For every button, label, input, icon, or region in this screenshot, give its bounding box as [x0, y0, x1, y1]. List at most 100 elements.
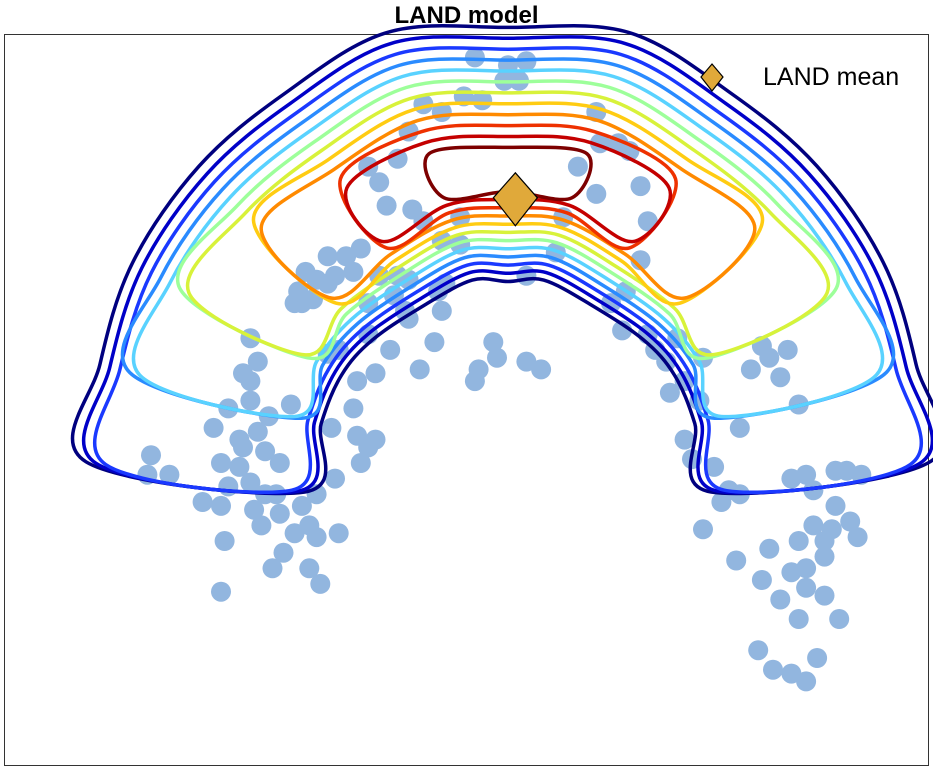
data-point-163: [814, 585, 835, 606]
data-point-131: [803, 480, 824, 501]
data-point-26: [284, 523, 305, 544]
data-point-159: [211, 581, 231, 602]
data-point-21: [244, 499, 265, 520]
data-point-127: [770, 367, 791, 388]
data-point-148: [788, 609, 809, 629]
contour-line-5: [175, 79, 841, 361]
data-point-157: [299, 558, 320, 579]
data-point-33: [347, 425, 368, 446]
data-point-92: [531, 359, 552, 380]
data-point-116: [674, 429, 695, 450]
data-point-121: [711, 492, 732, 512]
data-point-35: [343, 398, 364, 419]
data-point-146: [840, 511, 861, 532]
data-point-161: [693, 519, 713, 540]
data-point-114: [659, 382, 680, 403]
contour-line-9: [338, 123, 678, 251]
data-point-97: [567, 156, 588, 177]
data-point-81: [472, 90, 493, 111]
data-point-36: [280, 394, 301, 415]
data-point-143: [751, 570, 772, 590]
data-point-145: [814, 531, 835, 551]
data-point-1: [159, 464, 180, 485]
data-point-62: [347, 371, 368, 392]
data-point-96: [586, 183, 607, 204]
data-point-91: [487, 347, 507, 368]
data-point-107: [612, 320, 633, 341]
data-point-39: [247, 351, 268, 372]
plot-frame: [4, 34, 929, 766]
data-point-156: [273, 542, 294, 563]
data-point-139: [814, 546, 835, 567]
data-point-123: [740, 359, 761, 380]
data-point-28: [328, 523, 349, 544]
data-point-141: [781, 562, 802, 583]
data-point-64: [380, 339, 401, 360]
data-point-165: [464, 371, 485, 392]
data-point-67: [431, 300, 452, 321]
data-point-20: [251, 515, 272, 536]
data-point-27: [306, 527, 327, 548]
data-point-66: [424, 332, 445, 353]
legend: LAND mean: [700, 63, 899, 92]
data-point-10: [233, 437, 253, 458]
data-point-147: [847, 527, 868, 548]
data-point-7: [240, 472, 261, 493]
data-point-65: [409, 359, 430, 380]
data-point-144: [796, 577, 817, 598]
contour-line-4: [131, 68, 885, 419]
contour-line-2: [93, 46, 923, 495]
data-point-8: [211, 453, 231, 473]
data-point-138: [788, 531, 809, 551]
data-point-73: [369, 172, 390, 193]
data-point-150: [748, 640, 769, 661]
data-point-72: [376, 195, 397, 216]
data-point-80: [464, 47, 485, 68]
data-point-5: [218, 476, 239, 497]
data-point-29: [325, 468, 345, 489]
contour-line-0: [70, 23, 933, 496]
data-point-149: [770, 589, 791, 610]
data-point-155: [141, 445, 161, 466]
data-point-19: [269, 503, 290, 524]
legend-marker-diamond: [700, 63, 724, 92]
data-point-151: [763, 659, 783, 680]
data-point-162: [726, 550, 747, 571]
data-point-30: [350, 453, 371, 473]
data-point-71: [402, 199, 423, 220]
data-point-12: [255, 441, 276, 462]
data-point-135: [825, 495, 846, 516]
contour-line-11: [423, 145, 593, 202]
data-point-46: [317, 246, 338, 267]
data-point-52: [350, 238, 371, 259]
data-point-13: [269, 453, 290, 473]
data-point-154: [796, 671, 817, 692]
data-point-38: [233, 363, 253, 384]
data-point-32: [365, 429, 386, 450]
data-point-126: [777, 339, 798, 360]
data-point-4: [211, 495, 231, 516]
data-point-6: [229, 456, 250, 477]
data-point-152: [807, 648, 828, 668]
data-point-125: [759, 347, 780, 368]
data-point-11: [247, 421, 268, 442]
data-point-23: [291, 495, 312, 516]
data-point-118: [704, 456, 725, 477]
contour-line-6: [185, 90, 831, 357]
data-point-2: [192, 492, 213, 512]
data-point-103: [637, 211, 658, 232]
contours-layer: [70, 23, 933, 496]
data-point-164: [829, 609, 850, 629]
data-point-15: [203, 417, 224, 438]
data-point-142: [759, 538, 780, 559]
contour-line-3: [120, 57, 896, 420]
contour-line-10: [343, 134, 673, 244]
data-point-93: [516, 265, 537, 286]
data-point-137: [803, 515, 824, 536]
legend-label: LAND mean: [763, 63, 899, 91]
mean-marker: [492, 171, 539, 227]
data-point-153: [781, 663, 802, 684]
data-point-102: [630, 176, 651, 197]
contour-line-1: [81, 35, 933, 495]
